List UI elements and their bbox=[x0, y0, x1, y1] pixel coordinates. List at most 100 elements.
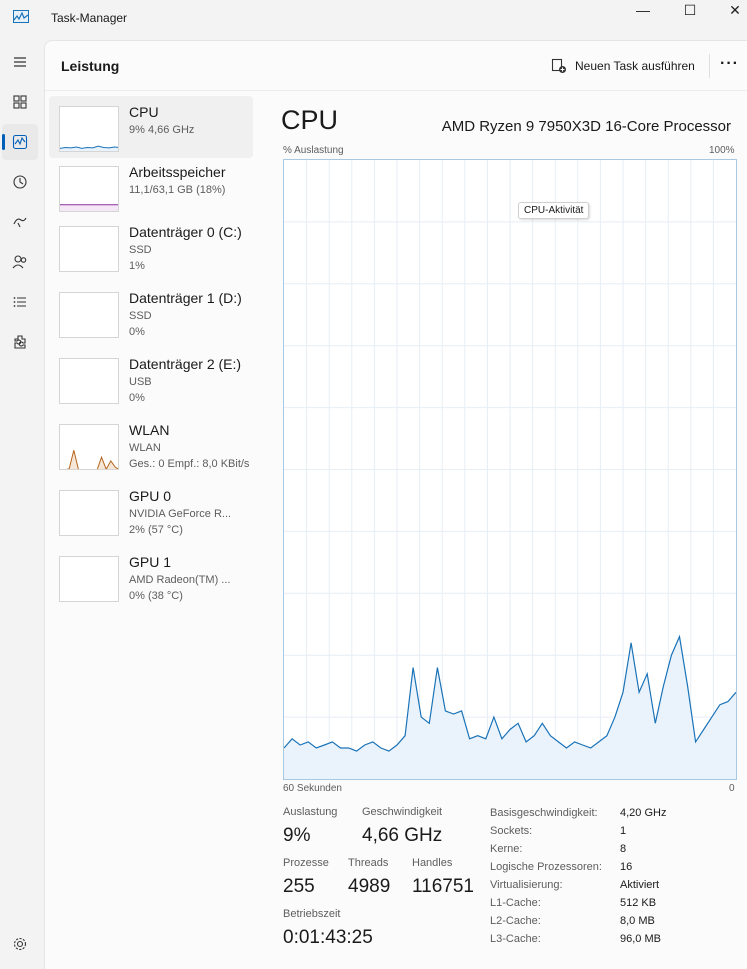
resource-value: Ges.: 0 Empf.: 8,0 KBit/s bbox=[129, 458, 250, 470]
startup-apps-icon bbox=[13, 217, 27, 228]
details-icon bbox=[13, 297, 26, 307]
cpu-usage-line bbox=[283, 634, 737, 752]
thumbnail-area bbox=[68, 450, 118, 469]
detail-title: CPU bbox=[281, 105, 339, 135]
resource-item-disk2[interactable]: Datenträger 2 (E:) USB 0% bbox=[49, 348, 253, 410]
handles-label: Handles bbox=[412, 857, 453, 869]
resource-item-disk0[interactable]: Datenträger 0 (C:) SSD 1% bbox=[49, 216, 253, 278]
resource-value: 0% bbox=[129, 326, 145, 338]
utilization-label: Auslastung bbox=[283, 806, 338, 818]
memory-thumbnail bbox=[59, 166, 119, 212]
spec-key: Basisgeschwindigkeit: bbox=[490, 807, 598, 819]
maximize-button[interactable]: ☐ bbox=[667, 0, 713, 20]
spec-key: Kerne: bbox=[490, 843, 523, 855]
cpu-usage-graph[interactable] bbox=[283, 159, 737, 780]
spec-value: 8 bbox=[620, 843, 627, 855]
graph-tooltip: CPU-Aktivität bbox=[518, 202, 590, 219]
disk2-thumbnail bbox=[59, 358, 119, 404]
run-task-icon bbox=[551, 58, 566, 73]
resource-name: Datenträger 2 (E:) bbox=[129, 356, 242, 372]
resource-item-wlan[interactable]: WLAN WLAN Ges.: 0 Empf.: 8,0 KBit/s bbox=[49, 414, 253, 476]
resource-subtitle: NVIDIA GeForce R... bbox=[129, 508, 232, 520]
nav-services[interactable] bbox=[2, 324, 38, 360]
resource-subtitle: AMD Radeon(TM) ... bbox=[129, 574, 231, 586]
nav-processes[interactable] bbox=[2, 84, 38, 120]
hamburger-icon bbox=[14, 57, 26, 67]
resource-subtitle: SSD bbox=[129, 244, 152, 256]
page-title: Leistung bbox=[61, 58, 120, 74]
nav-app-history[interactable] bbox=[2, 164, 38, 200]
processes-label: Prozesse bbox=[283, 857, 329, 869]
nav-menu-button[interactable] bbox=[2, 44, 38, 80]
x-axis-start: 60 Sekunden bbox=[283, 783, 342, 794]
resource-value: 0% (38 °C) bbox=[129, 590, 183, 602]
spec-value: 8,0 MB bbox=[620, 915, 655, 927]
more-options-button[interactable]: ··· bbox=[720, 55, 739, 72]
app-history-icon bbox=[13, 175, 27, 189]
resource-item-gpu1[interactable]: GPU 1 AMD Radeon(TM) ... 0% (38 °C) bbox=[49, 546, 253, 608]
uptime-value: 0:01:43:25 bbox=[283, 927, 373, 948]
thumbnail-line bbox=[66, 450, 118, 469]
main-panel: Leistung Neuen Task ausführen ··· CPU 9%… bbox=[44, 40, 747, 969]
resource-subtitle: WLAN bbox=[129, 442, 161, 454]
resource-item-disk1[interactable]: Datenträger 1 (D:) SSD 0% bbox=[49, 282, 253, 344]
settings-icon bbox=[13, 937, 27, 951]
nav-performance[interactable] bbox=[2, 124, 38, 160]
resource-item-memory[interactable]: Arbeitsspeicher 11,1/63,1 GB (18%) bbox=[49, 156, 253, 218]
task-manager-app-icon bbox=[13, 10, 29, 23]
gpu1-thumbnail bbox=[59, 556, 119, 602]
x-axis-end: 0 bbox=[729, 783, 735, 794]
cpu-usage-area bbox=[284, 636, 736, 779]
spec-key: Sockets: bbox=[490, 825, 533, 837]
y-axis-max: 100% bbox=[709, 145, 735, 156]
spec-key: L2-Cache: bbox=[490, 915, 541, 927]
users-icon bbox=[12, 255, 27, 269]
minimize-icon: — bbox=[636, 2, 650, 18]
resource-value: 2% (57 °C) bbox=[129, 524, 183, 536]
resource-item-cpu[interactable]: CPU 9% 4,66 GHz bbox=[49, 96, 253, 158]
title-bar: Task-Manager — ☐ ✕ bbox=[0, 0, 747, 40]
spec-key: L1-Cache: bbox=[490, 897, 541, 909]
nav-details[interactable] bbox=[2, 284, 38, 320]
resource-name: Arbeitsspeicher bbox=[129, 164, 226, 180]
thumbnail-area bbox=[60, 146, 118, 151]
spec-key: Logische Prozessoren: bbox=[490, 861, 602, 873]
minimize-button[interactable]: — bbox=[620, 0, 666, 20]
resource-name: GPU 0 bbox=[129, 488, 172, 504]
spec-value: 4,20 GHz bbox=[620, 807, 667, 819]
nav-startup-apps[interactable] bbox=[2, 204, 38, 240]
resource-item-gpu0[interactable]: GPU 0 NVIDIA GeForce R... 2% (57 °C) bbox=[49, 480, 253, 542]
resource-name: CPU bbox=[129, 104, 159, 120]
handles-value: 116751 bbox=[412, 876, 474, 897]
spec-value: Aktiviert bbox=[620, 879, 660, 891]
spec-value: 512 KB bbox=[620, 897, 657, 909]
run-new-task-button[interactable]: Neuen Task ausführen bbox=[551, 55, 695, 77]
y-axis-label: % Auslastung bbox=[283, 145, 344, 156]
navigation-rail bbox=[0, 40, 44, 969]
resource-name: Datenträger 1 (D:) bbox=[129, 290, 242, 306]
spec-value: 1 bbox=[620, 825, 627, 837]
services-icon bbox=[14, 335, 26, 349]
nav-settings[interactable] bbox=[2, 926, 38, 962]
performance-icon bbox=[12, 134, 28, 150]
nav-users[interactable] bbox=[2, 244, 38, 280]
resource-subtitle: 9% 4,66 GHz bbox=[129, 124, 195, 136]
thumbnail-area bbox=[60, 204, 118, 211]
maximize-icon: ☐ bbox=[683, 1, 697, 18]
close-button[interactable]: ✕ bbox=[712, 0, 747, 20]
resource-name: Datenträger 0 (C:) bbox=[129, 224, 242, 240]
processor-name: AMD Ryzen 9 7950X3D 16-Core Processor bbox=[441, 118, 731, 135]
header-divider bbox=[709, 54, 710, 78]
thumbnail-line bbox=[60, 145, 118, 149]
speed-label: Geschwindigkeit bbox=[362, 806, 443, 818]
spec-key: L3-Cache: bbox=[490, 933, 541, 945]
resource-value: 1% bbox=[129, 260, 145, 272]
wlan-thumbnail bbox=[59, 424, 119, 470]
threads-label: Threads bbox=[348, 857, 389, 869]
disk0-thumbnail bbox=[59, 226, 119, 272]
resource-subtitle: USB bbox=[129, 376, 152, 388]
disk1-thumbnail bbox=[59, 292, 119, 338]
threads-value: 4989 bbox=[348, 876, 391, 897]
gpu0-thumbnail bbox=[59, 490, 119, 536]
spec-value: 96,0 MB bbox=[620, 933, 661, 945]
